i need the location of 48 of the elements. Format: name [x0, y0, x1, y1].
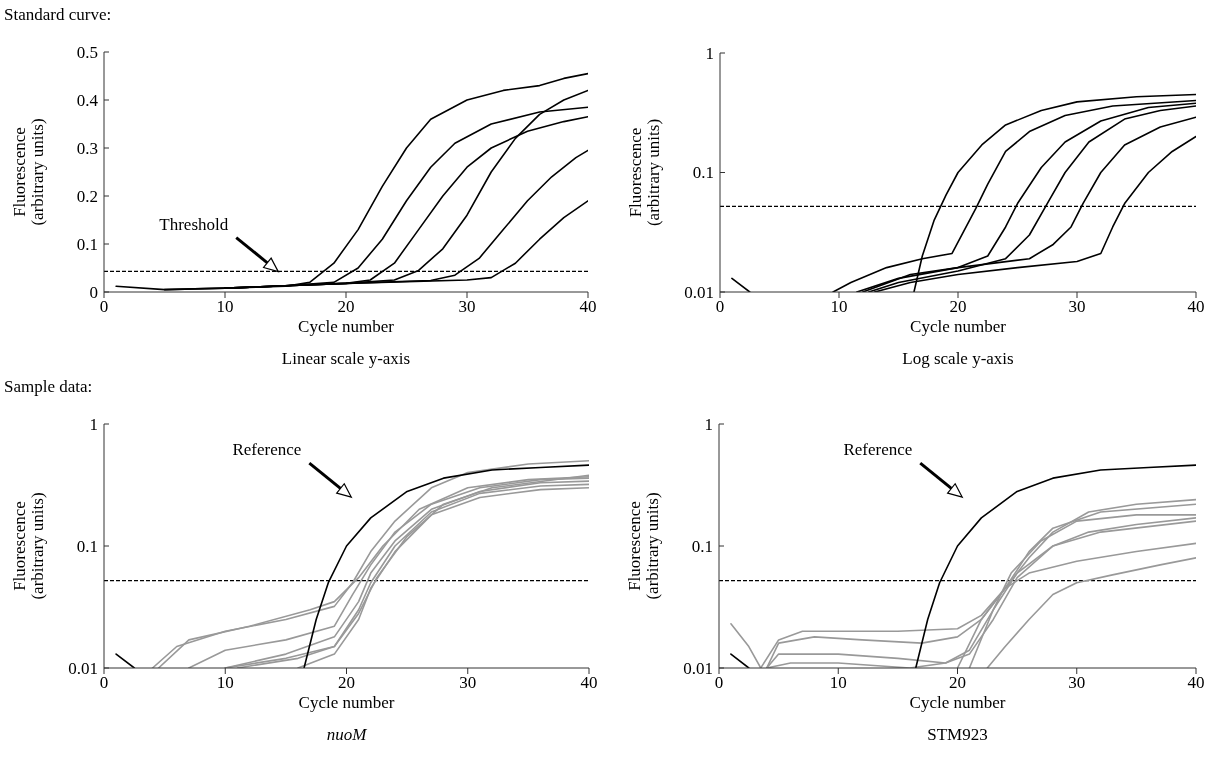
x-tick-label: 40	[580, 673, 598, 692]
y-tick-label: 0.1	[76, 536, 98, 556]
y-tick-label: 0.3	[76, 138, 98, 158]
y-axis-title: Fluorescence (arbitrary units)	[624, 492, 663, 600]
y-tick-label: 0.1	[692, 163, 714, 183]
x-tick-label: 30	[1068, 673, 1086, 692]
y-tick-label: 1	[704, 414, 713, 434]
y-axis-title: Fluorescence (arbitrary units)	[9, 492, 48, 600]
y-tick-label: 1	[89, 414, 98, 434]
x-tick-label: 30	[1068, 297, 1086, 316]
x-tick-label: 10	[216, 297, 234, 316]
text: Log scale y-axis	[902, 349, 1014, 368]
x-axis-title: Cycle number	[298, 693, 395, 712]
text: Sample data:	[4, 377, 93, 396]
annotation: Threshold	[159, 214, 229, 234]
y-axis-title: Fluorescence (arbitrary units)	[9, 118, 48, 226]
x-tick-label: 20	[337, 297, 355, 316]
x-tick-label: 10	[829, 673, 847, 692]
y-tick-label: 1	[705, 43, 714, 63]
x-tick-label: 30	[459, 673, 477, 692]
annotation: Reference	[843, 440, 913, 460]
x-tick-label: 20	[949, 673, 966, 692]
x-axis-title: Cycle number	[909, 693, 1006, 712]
text: Linear scale y-axis	[281, 349, 411, 368]
y-tick-label: 0.01	[684, 282, 714, 302]
x-axis-title: Cycle number	[910, 317, 1007, 336]
y-axis-title: Fluorescence (arbitrary units)	[625, 118, 664, 227]
y-tick-label: 0.5	[76, 42, 98, 62]
x-tick-label: 10	[830, 297, 848, 316]
x-tick-label: 20	[338, 673, 355, 692]
y-tick-label: 0	[89, 282, 98, 302]
y-tick-label: 0.01	[68, 658, 98, 678]
annotation: Reference	[232, 440, 302, 460]
y-tick-label: 0.2	[76, 186, 98, 206]
x-tick-label: 30	[458, 297, 476, 316]
y-tick-label: 0.4	[76, 90, 99, 110]
text: nuoM	[326, 725, 368, 744]
x-axis-title: Cycle number	[298, 317, 395, 336]
y-tick-label: 0.1	[76, 234, 98, 254]
x-tick-label: 40	[579, 297, 597, 316]
x-tick-label: 20	[949, 297, 967, 316]
text: Standard curve:	[4, 5, 112, 24]
x-tick-label: 10	[216, 673, 234, 692]
x-tick-label: 40	[1187, 673, 1205, 692]
x-tick-label: 40	[1187, 297, 1205, 316]
text: STM923	[927, 725, 988, 744]
y-tick-label: 0.1	[691, 536, 713, 556]
y-tick-label: 0.01	[683, 658, 713, 678]
